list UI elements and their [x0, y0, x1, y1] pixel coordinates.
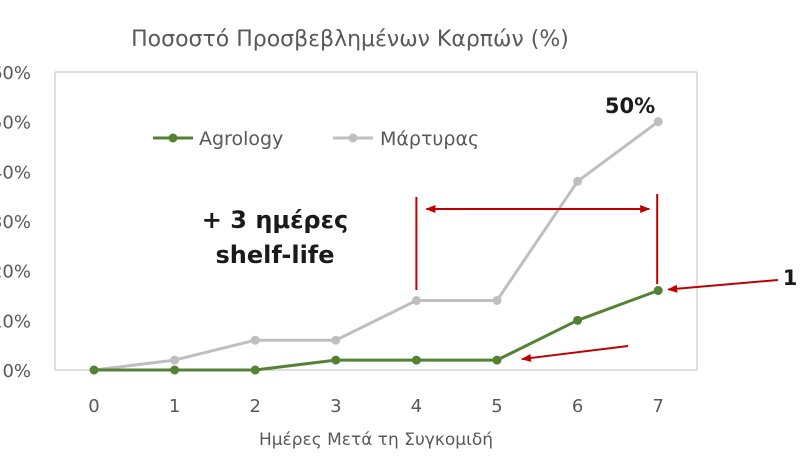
data-point-agrology	[89, 365, 99, 375]
data-point-martyras	[170, 355, 180, 365]
x-axis-tick-labels: 0 1 2 3 4 5 6 7	[88, 396, 664, 417]
y-tick-label: 20%	[0, 262, 31, 283]
y-tick-label: 40%	[0, 162, 31, 183]
y-tick-label: 0%	[2, 361, 31, 382]
series-line-agrology	[94, 289, 659, 372]
shelf-life-label-line1: + 3 ημέρες	[202, 206, 348, 234]
legend-label-agrology: Agrology	[199, 128, 283, 150]
x-tick-label: 3	[330, 396, 341, 417]
series-line-martyras	[93, 120, 660, 372]
data-point-agrology	[411, 355, 421, 365]
chart-title: Ποσοστό Προσβεβλημένων Καρπών (%)	[131, 27, 569, 52]
data-point-agrology	[492, 355, 502, 365]
data-point-martyras	[573, 176, 583, 186]
data-point-agrology	[653, 286, 663, 296]
x-tick-label: 6	[572, 396, 583, 417]
legend-marker-martyras	[348, 133, 358, 143]
data-point-agrology	[331, 355, 341, 365]
x-tick-label: 7	[652, 396, 663, 417]
data-point-agrology	[170, 365, 180, 375]
data-point-agrology	[573, 315, 583, 325]
x-tick-label: 4	[411, 396, 422, 417]
x-tick-label: 5	[491, 396, 502, 417]
data-point-martyras	[250, 335, 260, 345]
data-point-martyras	[653, 117, 663, 127]
legend: Agrology Μάρτυρας	[153, 128, 479, 150]
peak-value-label: 50%	[605, 94, 655, 118]
x-tick-label: 2	[249, 396, 260, 417]
legend-label-martyras: Μάρτυρας	[380, 128, 479, 150]
data-point-martyras	[331, 335, 341, 345]
arrow-to-agrology-end	[667, 279, 779, 293]
y-tick-label: 10%	[0, 311, 31, 332]
data-point-martyras	[492, 295, 502, 305]
y-axis-tick-labels: 0% 10% 20% 30% 40% 50% 60%	[0, 63, 31, 382]
x-tick-label: 1	[169, 396, 180, 417]
legend-marker-agrology	[168, 133, 178, 143]
data-point-martyras	[411, 295, 421, 305]
annotation-arrows	[415, 194, 779, 362]
y-tick-label: 60%	[0, 63, 31, 84]
right-edge-label: 1	[783, 266, 798, 290]
y-tick-label: 30%	[0, 212, 31, 233]
series-layer	[89, 117, 663, 375]
x-tick-label: 0	[88, 396, 99, 417]
x-axis-title: Ημέρες Μετά τη Συγκομιδή	[259, 430, 493, 450]
y-tick-label: 50%	[0, 113, 31, 134]
shelf-life-label-line2: shelf-life	[215, 241, 334, 269]
arrow-to-agrology-day5	[521, 345, 629, 362]
data-point-agrology	[250, 365, 260, 375]
